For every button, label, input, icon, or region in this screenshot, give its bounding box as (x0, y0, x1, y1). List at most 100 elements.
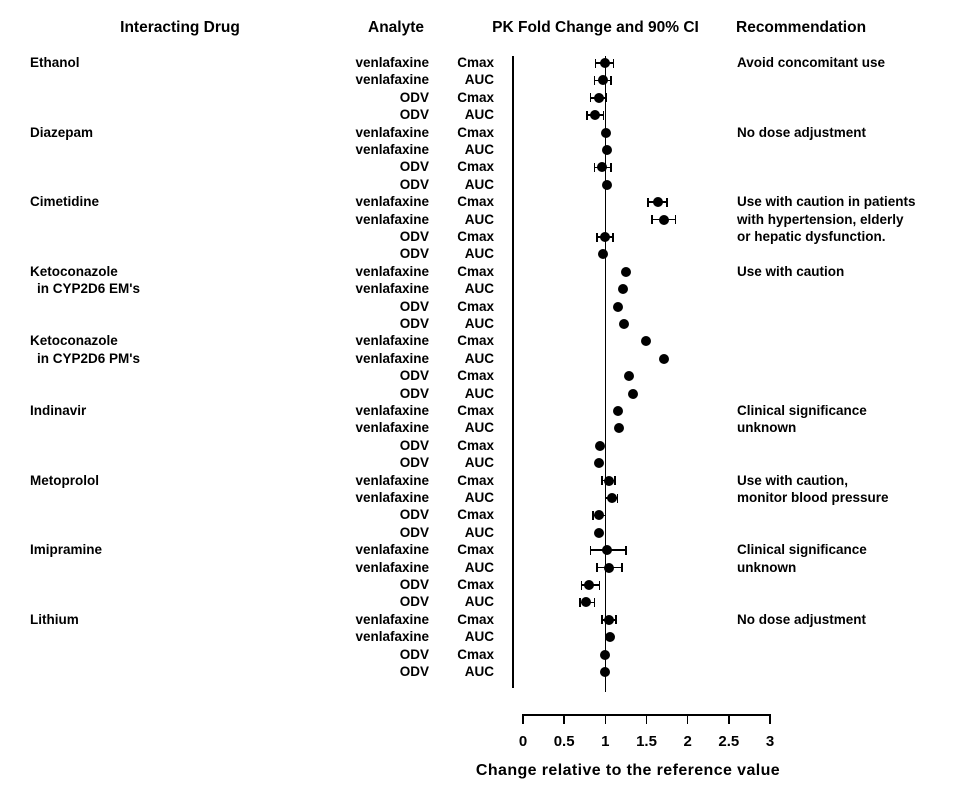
recommendation-text: unknown (737, 420, 797, 436)
ci-whisker-cap-left (601, 615, 603, 625)
point-estimate-dot (597, 249, 608, 260)
x-axis-tick-label: 1 (601, 733, 610, 750)
row-analyte-label: venlafaxine (355, 403, 429, 418)
ci-whisker-cap-right (604, 510, 607, 520)
point-estimate-dot (581, 597, 592, 608)
column-header-interacting-drug: Interacting Drug (120, 19, 240, 36)
row-drug-label: Lithium (30, 611, 79, 627)
row-param-label: Cmax (457, 507, 494, 523)
row-analyte-label: ODV (399, 524, 429, 540)
row-param-label: Cmax (457, 437, 494, 453)
row-analyte-label: venlafaxine (355, 333, 429, 349)
row-param-label: Cmax (457, 472, 494, 488)
point-estimate-dot (593, 510, 604, 521)
ci-whisker-cap-right (612, 58, 615, 68)
recommendation-text: Use with caution, (737, 472, 849, 488)
row-analyte-label: venlafaxine (355, 124, 429, 140)
recommendation-text: or hepatic dysfunction. (737, 229, 886, 244)
ci-whisker-cap-left (580, 580, 583, 590)
ci-whisker-cap-right (611, 232, 614, 242)
plot-left-spine (512, 56, 514, 688)
row-analyte-label: venlafaxine (355, 472, 429, 488)
ci-whisker-cap-left (593, 75, 596, 85)
point-estimate-dot (605, 632, 616, 643)
row-analyte-label: venlafaxine (355, 611, 429, 627)
row-param-label: Cmax (457, 159, 494, 175)
row-param-label: Cmax (457, 368, 494, 384)
row-param-label: AUC (464, 142, 494, 157)
row-analyte-label: venlafaxine (355, 281, 429, 297)
point-estimate-dot (601, 179, 612, 190)
row-param-label: Cmax (457, 55, 494, 70)
row-drug-label: Diazepam (30, 124, 94, 140)
ci-whisker-cap-right (614, 476, 616, 486)
ci-whisker-cap-right (615, 615, 617, 625)
ci-whisker-cap-left (596, 563, 598, 573)
row-param-label: AUC (464, 455, 494, 471)
point-estimate-dot (606, 493, 617, 503)
row-analyte-label: venlafaxine (355, 194, 429, 210)
row-analyte-label: venlafaxine (355, 142, 429, 157)
row-param-label: AUC (464, 559, 494, 575)
row-analyte-label: ODV (399, 229, 429, 244)
row-param-label: AUC (464, 420, 494, 436)
row-analyte-label: venlafaxine (355, 263, 429, 279)
ci-whisker-cap-right (610, 162, 612, 172)
row-param-label: Cmax (457, 89, 494, 105)
row-analyte-label: ODV (399, 437, 429, 453)
row-analyte-label: ODV (399, 316, 429, 331)
row-param-label: AUC (464, 594, 494, 610)
row-analyte-label: ODV (399, 176, 429, 192)
row-analyte-label: venlafaxine (355, 350, 429, 366)
row-param-label: AUC (464, 72, 494, 88)
recommendation-text: No dose adjustment (737, 124, 867, 140)
recommendation-text: unknown (737, 559, 797, 575)
point-estimate-dot (600, 667, 611, 677)
ci-whisker-cap-right (593, 597, 596, 607)
x-axis-title: Change relative to the reference value (475, 762, 781, 779)
point-estimate-dot (595, 440, 606, 451)
row-param-label: Cmax (457, 333, 494, 349)
point-estimate-dot (603, 475, 614, 486)
x-axis-tick-label: 2.5 (718, 733, 740, 750)
ci-whisker-cap-left (651, 215, 654, 225)
point-estimate-dot (590, 110, 601, 121)
row-analyte-label: venlafaxine (355, 420, 429, 436)
row-drug-label: Ketoconazole (30, 263, 118, 279)
x-axis-tick (686, 714, 689, 724)
point-estimate-dot (593, 527, 604, 538)
x-axis-tick-label: 0.5 (553, 733, 575, 750)
point-estimate-dot (599, 58, 610, 68)
row-drug-label: Indinavir (30, 403, 87, 418)
row-analyte-label: ODV (399, 664, 429, 679)
x-axis-tick-label: 0 (518, 733, 528, 750)
ci-whisker-cap-left (596, 232, 598, 242)
x-axis-tick-label: 2 (683, 733, 692, 750)
ci-whisker-cap-left (593, 162, 596, 172)
row-param-label: AUC (464, 350, 494, 366)
reference-line (604, 56, 606, 692)
point-estimate-dot (597, 75, 608, 86)
recommendation-text: Avoid concomitant use (737, 55, 886, 70)
point-estimate-dot (624, 371, 635, 382)
row-analyte-label: ODV (399, 368, 429, 384)
ci-whisker-cap-left (589, 545, 592, 555)
row-analyte-label: venlafaxine (355, 542, 429, 558)
ci-whisker-cap-left (594, 58, 597, 68)
row-param-label: Cmax (457, 403, 494, 418)
row-analyte-label: ODV (399, 159, 429, 175)
row-drug-label: Cimetidine (30, 194, 100, 210)
point-estimate-dot (593, 458, 604, 469)
ci-whisker-cap-right (605, 93, 607, 103)
row-analyte-label: venlafaxine (355, 211, 429, 227)
row-param-label: Cmax (457, 229, 494, 244)
row-param-label: Cmax (457, 542, 494, 558)
row-drug-label: Ethanol (30, 55, 80, 70)
point-estimate-dot (658, 214, 669, 225)
ci-whisker-cap-right (598, 580, 601, 590)
row-param-label: Cmax (457, 298, 494, 314)
row-param-label: Cmax (457, 194, 494, 210)
row-param-label: AUC (464, 176, 494, 192)
row-param-label: AUC (464, 490, 494, 505)
row-param-label: AUC (464, 107, 494, 123)
